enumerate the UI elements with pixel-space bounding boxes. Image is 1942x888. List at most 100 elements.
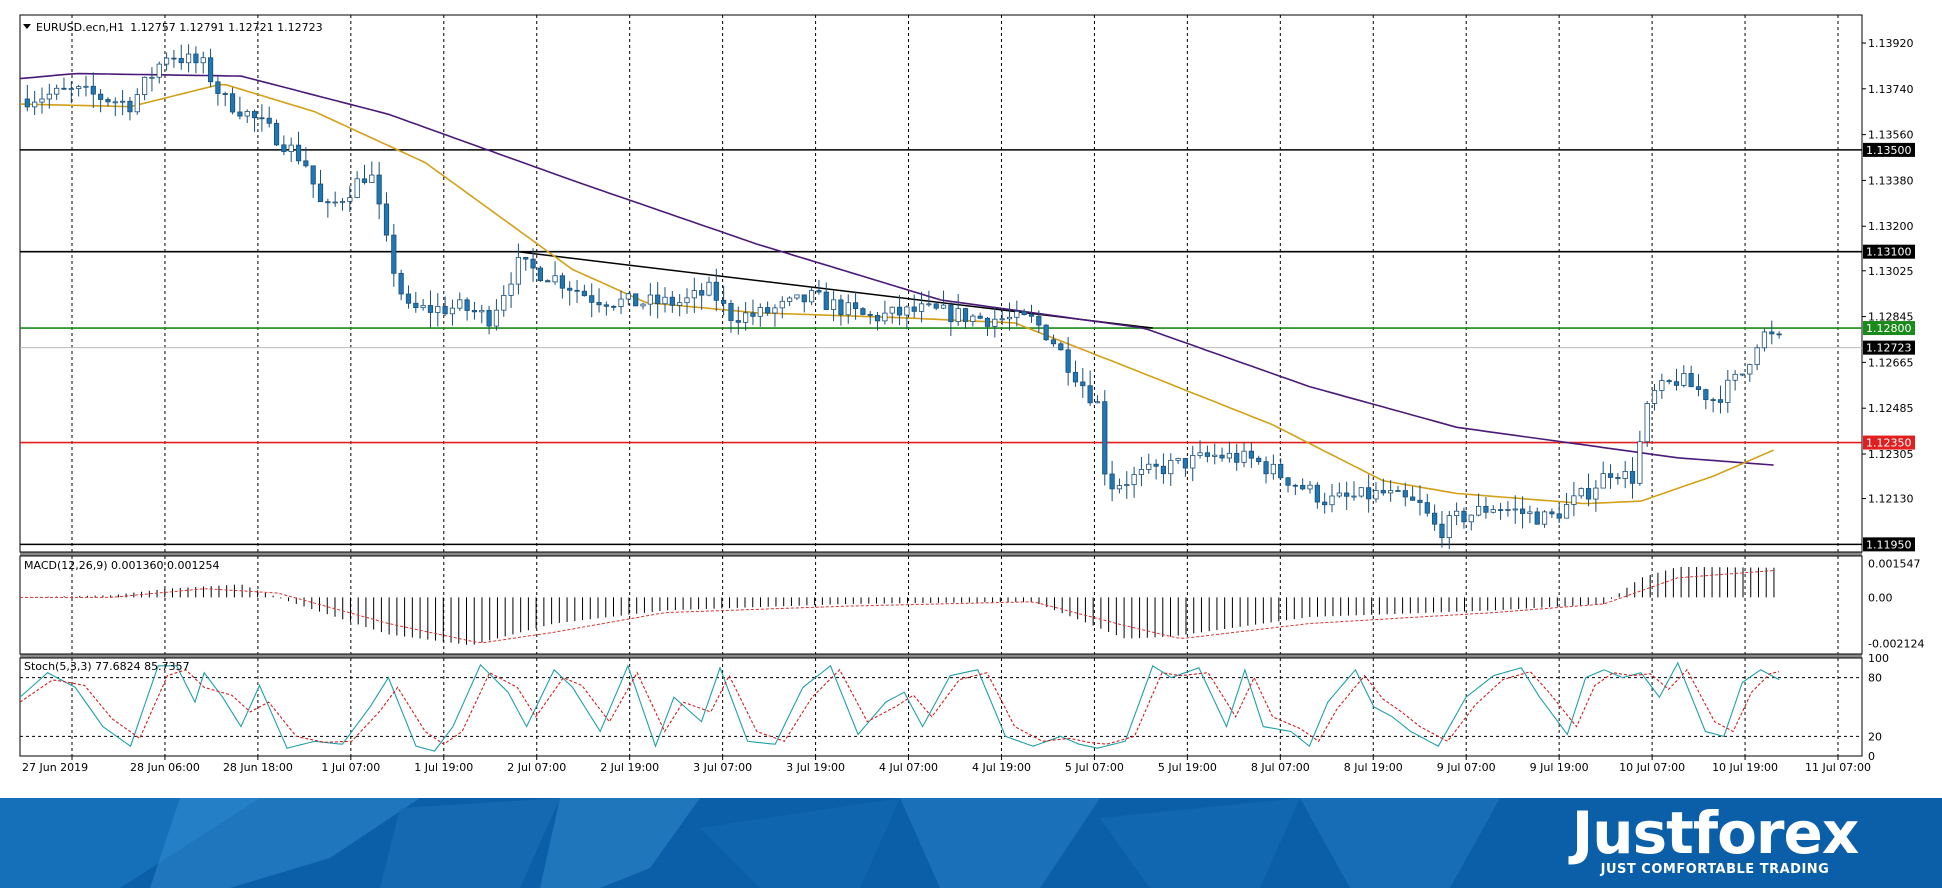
stoch-pane[interactable]	[19, 657, 1863, 757]
candle-body	[1527, 511, 1533, 514]
candle-body	[1578, 488, 1584, 497]
candle-body	[589, 295, 595, 303]
stoch-tick-label: 80	[1868, 672, 1882, 685]
candle-body	[1072, 371, 1079, 383]
candle-body	[339, 200, 346, 203]
candle-body	[1512, 508, 1518, 511]
candle-body	[1256, 457, 1262, 463]
candle-body	[765, 307, 771, 314]
candle-body	[347, 197, 353, 202]
candle-body	[647, 294, 653, 305]
x-tick-label: 28 Jun 18:00	[223, 761, 293, 774]
candle-body	[830, 299, 837, 310]
candle-body	[1541, 511, 1548, 525]
candle-body	[948, 304, 954, 323]
candle-body	[1534, 511, 1540, 525]
candle-body	[728, 303, 734, 321]
candle-body	[1358, 487, 1364, 497]
candle-body	[1754, 347, 1760, 365]
candle-body	[1028, 314, 1035, 317]
candle-body	[911, 306, 917, 312]
candle-body	[640, 303, 646, 307]
candle-body	[200, 57, 206, 64]
candle-body	[1505, 509, 1511, 511]
level-price-tag	[1863, 537, 1915, 552]
candle-body	[383, 203, 390, 236]
candle-body	[501, 294, 507, 311]
level-price-label: 1.13500	[1866, 144, 1912, 157]
candle-body	[1549, 511, 1555, 515]
candle-body	[1417, 499, 1423, 503]
candle-body	[1329, 495, 1335, 506]
candle-body	[669, 296, 675, 306]
candle-body	[1563, 504, 1570, 519]
candle-body	[273, 122, 280, 146]
y-tick-label: 1.13740	[1868, 83, 1914, 96]
candle-body	[1050, 339, 1057, 345]
level-price-label: 1.13100	[1866, 246, 1912, 259]
candle-body	[163, 57, 170, 65]
candle-body	[1380, 490, 1386, 494]
macd-tick-label: 0.001547	[1868, 558, 1921, 571]
candle-body	[76, 86, 82, 90]
chart-canvas[interactable]: 1.13920 1.13740 1.13560 1.13380 1.13200 1.130…	[0, 0, 1942, 798]
macd-pane[interactable]	[19, 555, 1863, 655]
candle-body	[735, 320, 741, 323]
candle-body	[633, 293, 639, 307]
stoch-tick-label: 100	[1868, 652, 1889, 665]
candle-body	[1717, 399, 1724, 403]
price-pane[interactable]	[19, 14, 1863, 553]
candle-body	[721, 299, 727, 304]
candle-body	[1388, 490, 1394, 494]
candle-body	[1475, 505, 1482, 516]
candle-body	[1014, 311, 1020, 318]
candle-body	[940, 304, 947, 309]
candle-body	[779, 300, 785, 309]
candle-body	[1285, 477, 1291, 486]
stoch-title: Stoch(5,3,3) 77.6824 85.7357	[24, 660, 190, 673]
candle-body	[471, 310, 478, 313]
y-tick-label: 1.13025	[1868, 265, 1914, 278]
candle-body	[1109, 473, 1115, 490]
candle-body	[1270, 463, 1276, 475]
candle-body	[1124, 484, 1130, 486]
candle-body	[999, 318, 1005, 321]
candle-body	[926, 303, 932, 306]
candle-body	[1703, 389, 1709, 400]
candle-body	[1087, 385, 1093, 404]
candle-body	[1607, 473, 1614, 478]
x-tick-label: 3 Jul 19:00	[786, 761, 845, 774]
candle-body	[149, 76, 155, 79]
candle-body	[435, 306, 441, 313]
candle-body	[1278, 463, 1284, 479]
candle-body	[1190, 454, 1196, 469]
candle-body	[867, 314, 873, 316]
candle-body	[54, 87, 60, 95]
candle-body	[1322, 501, 1328, 506]
candle-body	[772, 307, 778, 314]
stoch-tick-label: 20	[1868, 730, 1882, 743]
candle-body	[1204, 452, 1210, 457]
candle-body	[427, 305, 434, 313]
candle-body	[222, 93, 228, 95]
candle-body	[413, 302, 419, 309]
candle-body	[295, 144, 302, 162]
candle-body	[1585, 488, 1592, 500]
candle-body	[1439, 523, 1445, 539]
candle-body	[142, 76, 148, 95]
candle-body	[508, 283, 514, 296]
candle-body	[332, 201, 338, 204]
candle-body	[984, 317, 991, 327]
candle-body	[1351, 495, 1357, 498]
dropdown-triangle-icon[interactable]	[23, 24, 31, 29]
candle-body	[823, 291, 829, 310]
current-price-label: 1.12723	[1866, 342, 1912, 355]
candle-body	[325, 201, 331, 204]
y-tick-label: 1.13560	[1868, 129, 1914, 142]
y-tick-label: 1.12845	[1868, 311, 1914, 324]
candle-body	[1006, 316, 1013, 320]
x-tick-label: 4 Jul 19:00	[972, 761, 1031, 774]
candle-body	[266, 117, 272, 124]
candle-body	[677, 302, 683, 306]
candle-body	[171, 57, 177, 60]
